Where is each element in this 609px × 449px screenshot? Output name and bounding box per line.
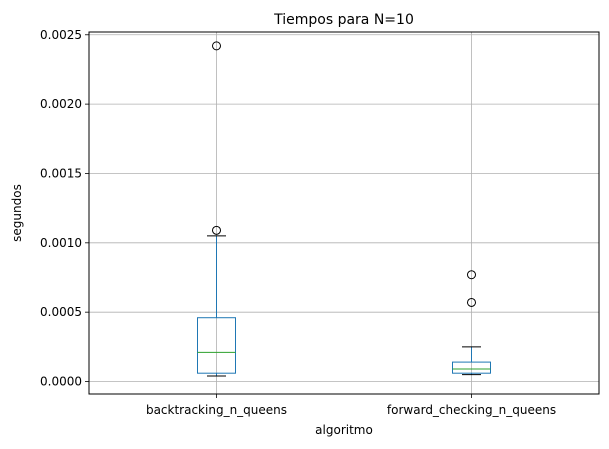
iqr-box [452,361,491,374]
y-tick-label: 0.0005 [40,305,82,319]
iqr-box [197,317,236,374]
x-tick-label: backtracking_n_queens [146,403,287,417]
y-tick-label: 0.0020 [40,97,82,111]
chart-title: Tiempos para N=10 [273,12,414,28]
tick-layer: 0.0000 0.0005 0.0010 0.0015 0.0020 0.0025 back… [40,28,556,417]
x-tick-label: forward_checking_n_queens [387,403,556,417]
grid-layer [89,32,599,394]
box-group [452,270,491,376]
y-tick-label: 0.0015 [40,166,82,180]
y-axis-label: segundos [10,184,24,242]
y-tick-label: 0.0000 [40,375,82,389]
x-axis-label: algoritmo [315,423,373,437]
y-tick-label: 0.0010 [40,236,82,250]
outlier-point [467,297,476,307]
outlier-point [212,41,221,51]
plot-frame [88,31,600,395]
box-layer [197,41,491,377]
outlier-point [467,270,476,280]
y-tick-label: 0.0025 [40,28,82,42]
outlier-point [212,225,221,235]
box-group [197,41,236,377]
